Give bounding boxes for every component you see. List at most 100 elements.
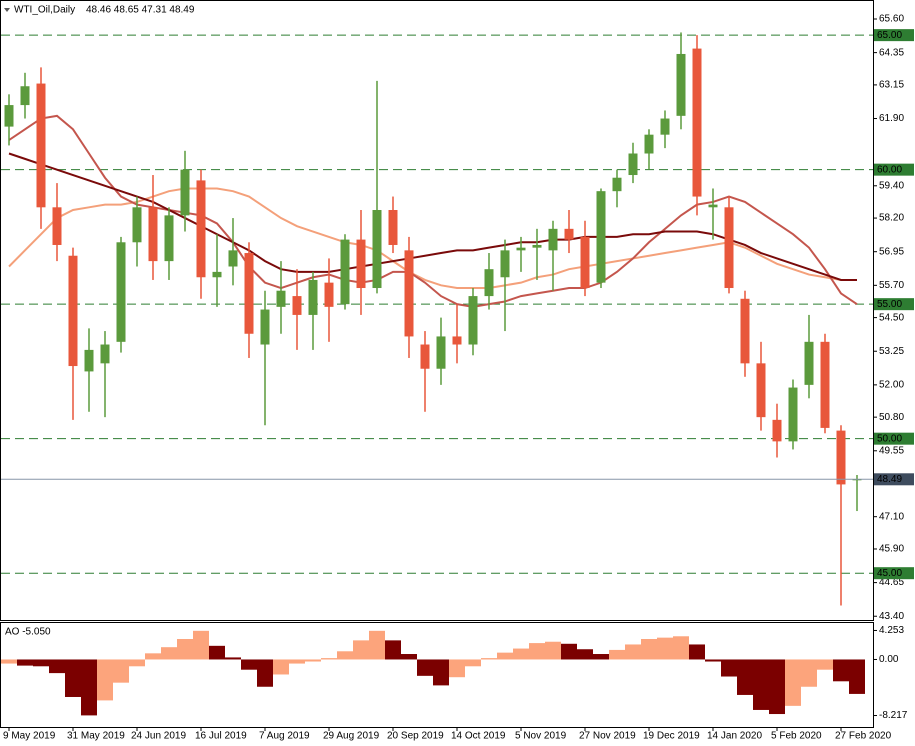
y-tick-label: 63.15: [879, 80, 904, 91]
candle-body: [692, 48, 702, 197]
ao-bar: [369, 630, 385, 660]
ao-bar: [225, 657, 241, 660]
ao-bar: [433, 659, 449, 686]
ao-bar: [513, 648, 529, 660]
x-tick-label: 31 May 2019: [67, 731, 125, 742]
candle-body: [644, 134, 654, 154]
candle-body: [340, 239, 350, 305]
candle-body: [580, 236, 590, 289]
candle-body: [724, 207, 734, 289]
moving-average: [8, 187, 857, 290]
candle-body: [628, 153, 638, 176]
ao-bar: [257, 659, 273, 687]
ao-bar: [321, 658, 337, 660]
ao-bar: [753, 659, 769, 710]
x-tick-label: 19 Dec 2019: [643, 731, 700, 742]
candle-body: [452, 336, 462, 345]
level-label: 60.00: [877, 164, 902, 175]
y-tick-label: 53.25: [879, 346, 904, 357]
candle-body: [772, 419, 782, 442]
ao-bar: [849, 659, 865, 694]
x-tick-label: 27 Nov 2019: [579, 731, 636, 742]
x-tick-label: 14 Jan 2020: [707, 731, 762, 742]
ao-bar: [481, 658, 497, 660]
ao-bar: [673, 636, 689, 660]
candle-body: [708, 204, 718, 208]
ao-bar: [209, 645, 225, 660]
level-label-box: [874, 567, 914, 580]
candle-body: [788, 387, 798, 442]
x-tick-label: 20 Sep 2019: [387, 731, 444, 742]
indicator-tick-label: -8.217: [879, 710, 908, 721]
ao-bar: [17, 659, 33, 666]
candle-body: [740, 298, 750, 364]
ao-bar: [593, 654, 609, 660]
ao-bar: [337, 651, 353, 660]
ao-bar: [769, 659, 785, 715]
level-label-box: [874, 432, 914, 445]
x-tick-label: 24 Jun 2019: [131, 731, 186, 742]
y-tick-label: 45.90: [879, 544, 904, 555]
level-label: 50.00: [877, 433, 902, 444]
candle-body: [548, 228, 558, 251]
candle-body: [4, 105, 14, 127]
ao-bar: [241, 659, 257, 670]
last-price-box: [874, 473, 914, 486]
candle-body: [100, 344, 110, 364]
ao-bar: [401, 654, 417, 660]
y-tick-label: 54.50: [879, 312, 904, 323]
ao-bar: [65, 659, 81, 697]
ao-bar: [497, 652, 513, 660]
x-tick-label: 29 Aug 2019: [323, 731, 380, 742]
ao-bar: [145, 653, 161, 660]
y-tick-label: 44.65: [879, 577, 904, 588]
ao-bar: [385, 640, 401, 660]
candle-body: [836, 430, 846, 485]
ao-bar: [273, 659, 289, 675]
y-tick-label: 55.70: [879, 280, 904, 291]
ao-bar: [465, 659, 481, 667]
candle-body: [68, 255, 78, 367]
candle-body: [20, 86, 30, 106]
x-tick-label: 5 Nov 2019: [515, 731, 567, 742]
candle-body: [196, 180, 206, 278]
ao-bar: [129, 659, 145, 667]
candle-body: [468, 296, 478, 345]
candle-body: [84, 349, 94, 372]
level-label-box: [874, 298, 914, 311]
symbol-icon: [4, 8, 10, 12]
level-label: 65.00: [877, 30, 902, 41]
ao-bar: [545, 641, 561, 660]
candle-body: [756, 363, 766, 418]
ao-bar: [785, 659, 801, 706]
ao-bar: [177, 639, 193, 660]
candle-body: [820, 341, 830, 428]
ao-bar: [641, 639, 657, 660]
candle-body: [148, 207, 158, 262]
ao-bar: [81, 659, 97, 716]
ao-bar: [193, 630, 209, 660]
y-tick-label: 50.80: [879, 412, 904, 423]
ao-bar: [561, 643, 577, 660]
candle-body: [324, 282, 334, 307]
ao-bar: [801, 659, 817, 687]
ao-bar: [97, 659, 113, 701]
candle-body: [484, 269, 494, 297]
y-tick-label: 61.90: [879, 113, 904, 124]
y-tick-label: 59.40: [879, 180, 904, 191]
ao-bar: [49, 659, 65, 674]
indicator-label: AO -5.050: [5, 627, 51, 638]
indicator-tick-label: 4.253: [879, 625, 904, 636]
indicator-tick-label: 0.00: [879, 654, 899, 665]
moving-average: [8, 114, 858, 308]
level-label-box: [874, 29, 914, 42]
candle-body: [308, 279, 318, 315]
candle-body: [52, 207, 62, 245]
candle-body: [244, 253, 254, 334]
ao-bar: [449, 659, 465, 678]
y-tick-label: 65.60: [879, 14, 904, 25]
last-price-label: 48.49: [877, 474, 902, 485]
candle-body: [356, 239, 366, 289]
ao-bar: [609, 649, 625, 660]
